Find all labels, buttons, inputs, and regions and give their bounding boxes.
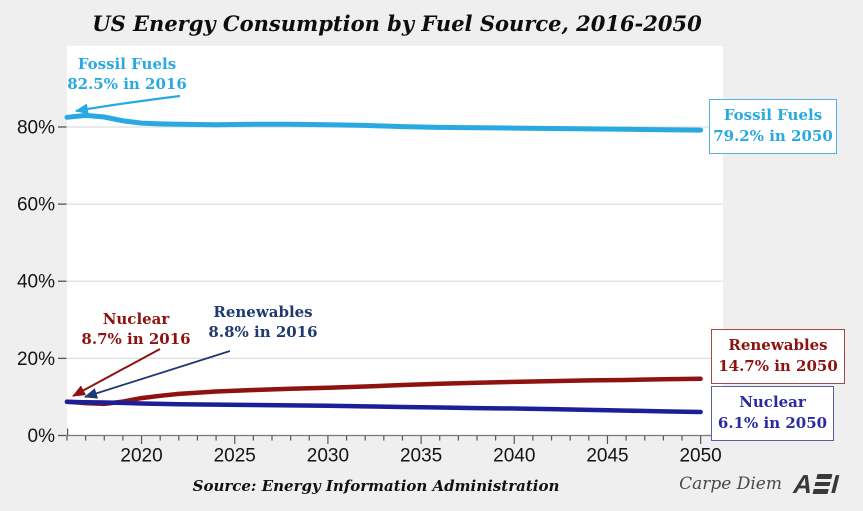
source-note: Source: Energy Information Administratio… xyxy=(192,477,560,495)
renewables-2016-annotation: Renewables 8.8% in 2016 xyxy=(198,302,328,342)
fossil-fuels-line xyxy=(64,112,704,133)
carpe-diem-label: Carpe Diem xyxy=(679,474,782,494)
nuclear-line xyxy=(64,399,703,415)
y-axis-label-80: 80% xyxy=(17,117,55,138)
branding: Carpe Diem A I xyxy=(679,469,843,499)
nuclear-2050-label-box: Nuclear 6.1% in 2050 xyxy=(711,386,834,441)
renewables-2050-label-value: 14.7% in 2050 xyxy=(718,357,838,375)
fossil-fuels-2050-label-box: Fossil Fuels 79.2% in 2050 xyxy=(709,99,837,154)
x-axis-label-2040: 2040 xyxy=(493,446,535,467)
x-axis-label-2025: 2025 xyxy=(214,446,256,467)
nuclear-2016-annotation: Nuclear 8.7% in 2016 xyxy=(72,309,200,349)
aei-logo: A I xyxy=(790,469,842,499)
chart-title: US Energy Consumption by Fuel Source, 20… xyxy=(92,11,702,36)
x-axis-label-2045: 2045 xyxy=(586,446,628,467)
y-axis-label-60: 60% xyxy=(17,195,55,216)
renewables-2050-label-box: Renewables 14.7% in 2050 xyxy=(711,329,845,384)
renewables-line xyxy=(64,376,703,407)
renewables-2016-annotation-name: Renewables xyxy=(213,303,313,321)
nuclear-2016-annotation-value: 8.7% in 2016 xyxy=(81,330,191,348)
fossil-fuels-2016-arrow xyxy=(75,94,181,115)
y-axis-label-0: 0% xyxy=(28,426,56,447)
fossil-fuels-2050-label-value: 79.2% in 2050 xyxy=(713,127,833,145)
fossil-fuels-2016-annotation: Fossil Fuels 82.5% in 2016 xyxy=(58,54,196,94)
x-axis-label-2030: 2030 xyxy=(307,446,349,467)
y-axis-label-20: 20% xyxy=(17,349,55,370)
x-axis-label-2050: 2050 xyxy=(679,446,721,467)
fossil-fuels-2016-annotation-name: Fossil Fuels xyxy=(77,55,177,73)
renewables-2050-label-name: Renewables xyxy=(728,336,828,354)
fossil-fuels-2050-label-name: Fossil Fuels xyxy=(723,106,823,124)
renewables-2016-annotation-value: 8.8% in 2016 xyxy=(208,323,318,341)
nuclear-2050-label-name: Nuclear xyxy=(739,393,806,411)
x-axis-label-2035: 2035 xyxy=(400,446,442,467)
fossil-fuels-2016-annotation-value: 82.5% in 2016 xyxy=(67,75,187,93)
plot-area xyxy=(67,46,723,436)
nuclear-2050-label-value: 6.1% in 2050 xyxy=(717,414,828,432)
nuclear-2016-annotation-name: Nuclear xyxy=(102,310,170,328)
x-axis-label-2020: 2020 xyxy=(120,446,162,467)
y-axis-label-40: 40% xyxy=(17,272,55,293)
renewables-2016-arrow xyxy=(84,350,231,399)
